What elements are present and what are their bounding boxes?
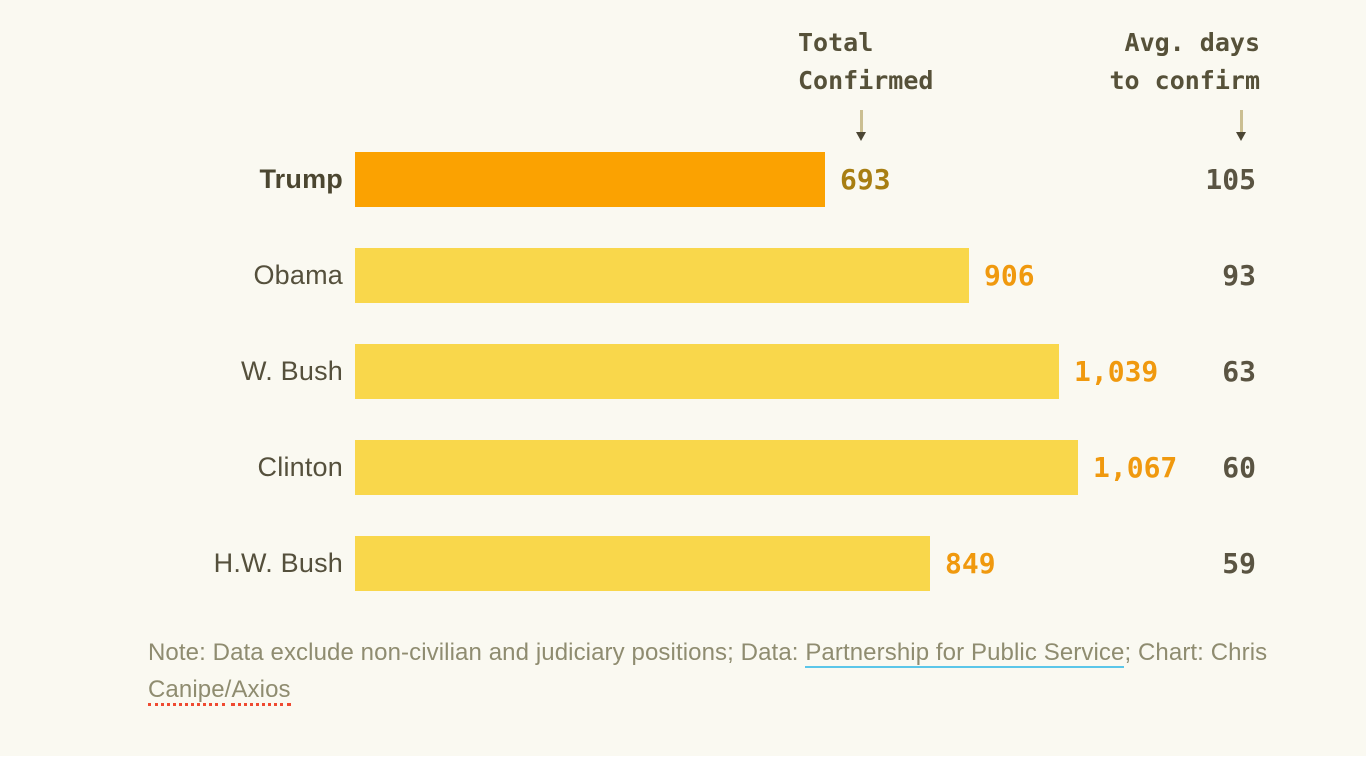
bar-w-bush	[355, 344, 1059, 399]
partnership-for-public-service-link[interactable]: Partnership for Public Service	[805, 639, 1125, 668]
avg-days-value: 60	[1222, 451, 1256, 484]
bar-value-label: 906	[984, 259, 1035, 292]
footnote-text: Note: Data exclude non-civilian and judi…	[148, 639, 806, 666]
avg-days-value: 63	[1222, 355, 1256, 388]
bar-obama	[355, 248, 969, 303]
category-label: H.W. Bush	[213, 548, 343, 578]
avg-days-value: 59	[1222, 547, 1256, 580]
down-arrow-icon	[856, 110, 867, 142]
category-label: Clinton	[257, 452, 343, 482]
bar-value-label: 849	[945, 547, 996, 580]
bar-row-hw-bush: H.W. Bush 849 59	[0, 536, 1366, 591]
avg-days-value: 93	[1222, 259, 1256, 292]
bar-hw-bush	[355, 536, 930, 591]
footnote-text: Chris	[1210, 639, 1268, 666]
bar-row-trump: Trump 693 105	[0, 152, 1366, 207]
bar-trump	[355, 152, 825, 207]
bar-row-obama: Obama 906 93	[0, 248, 1366, 303]
category-label: Obama	[253, 260, 343, 290]
footnote-text-axios: Axios	[231, 676, 291, 706]
footnote-text: ; Chart:	[1124, 639, 1211, 666]
category-label: W. Bush	[241, 356, 343, 386]
column-header-avg-days: Avg. days to confirm	[1109, 28, 1260, 95]
viewport-edge-strip	[0, 756, 1366, 768]
bar-row-clinton: Clinton 1,067 60	[0, 440, 1366, 495]
footnote-text-canipe: Canipe	[148, 676, 225, 706]
bar-value-label: 693	[840, 163, 891, 196]
footnote: Note: Data exclude non-civilian and judi…	[148, 634, 1313, 708]
bar-value-label: 1,067	[1093, 451, 1178, 484]
bar-rows: Trump 693 105 Obama 906 93 W. Bush 1,039…	[0, 152, 1366, 591]
category-label: Trump	[259, 164, 343, 194]
down-arrow-icon	[1236, 110, 1247, 142]
bar-clinton	[355, 440, 1078, 495]
avg-days-value: 105	[1205, 163, 1256, 196]
column-header-total-confirmed: Total Confirmed	[798, 28, 934, 95]
bar-row-w-bush: W. Bush 1,039 63	[0, 344, 1366, 399]
bar-value-label: 1,039	[1074, 355, 1159, 388]
footnote-text: /	[224, 676, 232, 703]
